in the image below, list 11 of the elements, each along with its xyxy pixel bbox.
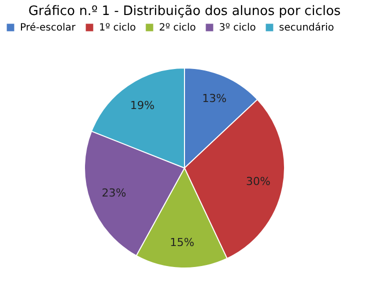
data-label: 13% — [202, 92, 227, 106]
data-label: 23% — [102, 186, 126, 200]
legend-label: secundário — [279, 22, 334, 34]
chart-title: Gráfico n.º 1 - Distribuição dos alunos por ciclos — [28, 4, 341, 19]
legend-label: 2º ciclo — [159, 22, 196, 34]
data-label: 30% — [246, 175, 270, 188]
data-label: 19% — [130, 98, 155, 112]
legend-label: 1º ciclo — [99, 22, 136, 34]
data-label: 15% — [170, 236, 194, 249]
legend-label: 3º ciclo — [219, 22, 256, 34]
legend-label: Pré-escolar — [20, 22, 76, 34]
